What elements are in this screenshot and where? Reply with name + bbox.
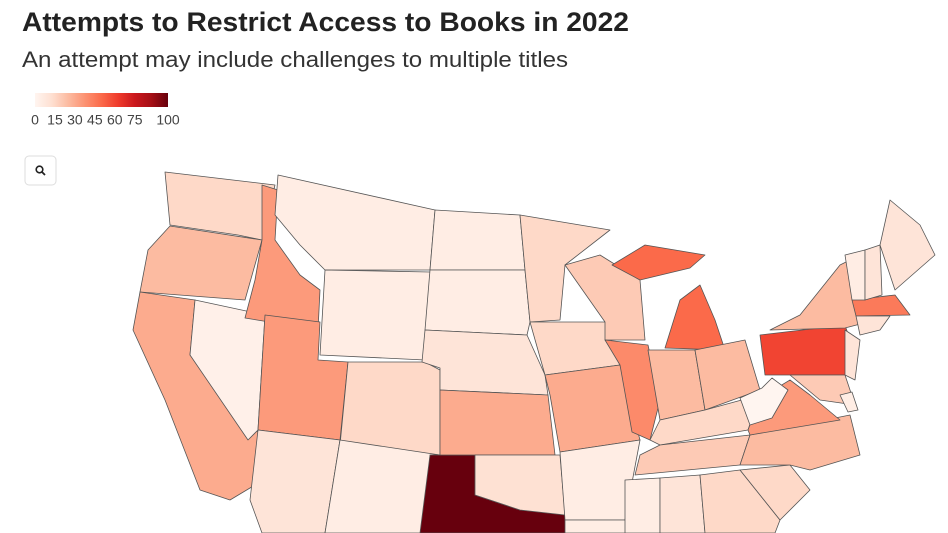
state <box>664 284 726 351</box>
state <box>839 391 859 413</box>
state <box>474 454 566 516</box>
color-legend-bar <box>35 93 168 107</box>
zoom-button[interactable] <box>24 155 57 186</box>
state <box>611 244 706 281</box>
state <box>519 214 611 323</box>
zoom-icon-handle <box>41 171 46 176</box>
state <box>429 209 526 271</box>
state <box>249 429 341 533</box>
state <box>739 464 811 521</box>
state <box>851 294 911 317</box>
state <box>699 469 781 533</box>
legend-tick-label: 75 <box>127 112 143 128</box>
state <box>659 474 706 533</box>
zoom-icon <box>35 165 44 174</box>
legend-tick-label: 100 <box>156 112 180 128</box>
legend-tick-label: 45 <box>87 112 103 128</box>
state <box>319 269 431 361</box>
zoom-button-box[interactable] <box>24 155 57 186</box>
state <box>274 174 436 271</box>
state <box>139 225 263 301</box>
state <box>864 244 883 301</box>
legend-tick-label: 30 <box>67 112 83 128</box>
state <box>164 171 276 241</box>
state <box>879 199 936 291</box>
state <box>739 377 789 426</box>
state <box>844 329 861 381</box>
state <box>564 519 631 533</box>
state <box>624 477 661 533</box>
state <box>424 269 531 336</box>
state <box>421 329 549 396</box>
state <box>339 361 441 456</box>
chart-subtitle: An attempt may include challenges to mul… <box>22 47 568 72</box>
legend-tick-label: 60 <box>107 112 123 128</box>
legend-tick-label: 0 <box>31 112 39 128</box>
legend-tick-label: 15 <box>47 112 63 128</box>
chart-title: Attempts to Restrict Access to Books in … <box>22 7 629 37</box>
state <box>564 254 646 341</box>
states <box>132 171 936 533</box>
state <box>855 315 891 336</box>
state <box>439 389 556 456</box>
state <box>759 324 856 376</box>
